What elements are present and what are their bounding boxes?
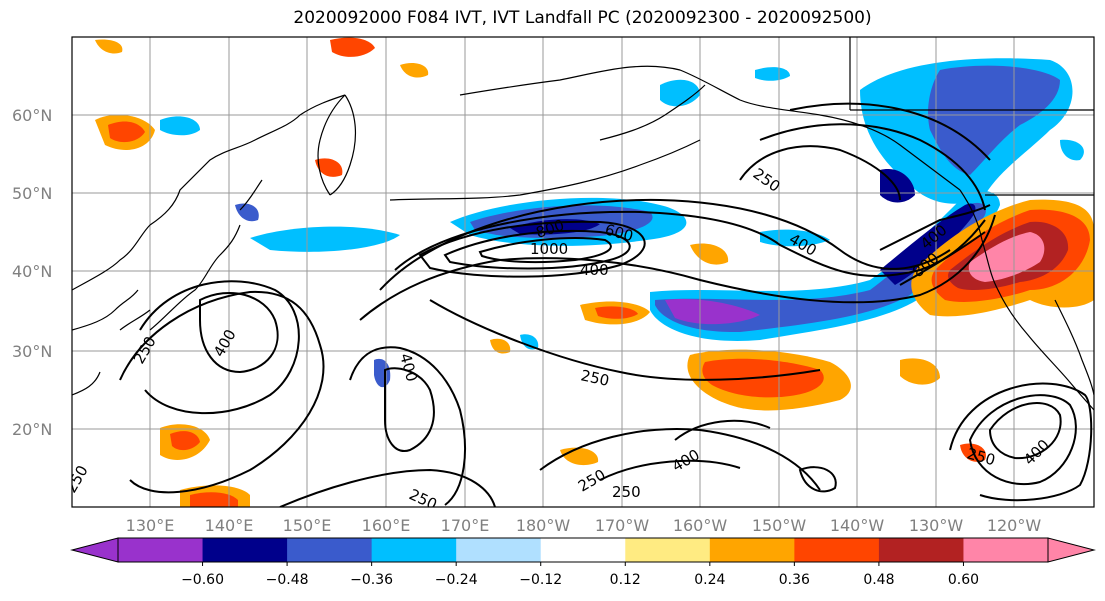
- lon-label: 140°E: [205, 516, 254, 535]
- lon-label: 130°W: [909, 516, 964, 535]
- colorbar-tick-label: −0.12: [519, 572, 562, 588]
- colorbar-segment: [794, 538, 880, 562]
- colorbar-tick-label: −0.36: [350, 572, 393, 588]
- colorbar-tick-label: 0.12: [610, 572, 641, 588]
- colorbar-segment: [287, 538, 373, 562]
- colorbar-segment: [625, 538, 711, 562]
- latitude-labels: 60°N 50°N 40°N 30°N 20°N: [12, 106, 52, 439]
- colorbar-tick-label: 0.48: [863, 572, 894, 588]
- colorbar-tick-label: −0.60: [181, 572, 224, 588]
- lon-label: 160°E: [362, 516, 411, 535]
- lon-label: 180°W: [516, 516, 571, 535]
- colorbar-segment: [878, 538, 964, 562]
- ivt-contours: [119, 102, 1093, 507]
- colorbar-tick-label: 0.36: [779, 572, 810, 588]
- lon-label: 130°E: [126, 516, 175, 535]
- lon-label: 170°W: [595, 516, 650, 535]
- colorbar-segment: [456, 538, 542, 562]
- lon-label: 150°E: [283, 516, 332, 535]
- colorbar: −0.60 −0.48 −0.36 −0.24 −0.12 0.12 0.24 0.36 0.4…: [70, 537, 1096, 588]
- lat-label: 30°N: [12, 342, 52, 361]
- colorbar-segment: [202, 538, 288, 562]
- colorbar-outline: [117, 537, 1049, 563]
- colorbar-segment: [709, 538, 795, 562]
- lat-label: 40°N: [12, 262, 52, 281]
- colorbar-tick-label: 0.24: [694, 572, 725, 588]
- contour-label: 400: [580, 261, 609, 279]
- lat-label: 50°N: [12, 184, 52, 203]
- lon-label: 140°W: [830, 516, 885, 535]
- colorbar-segment: [540, 538, 626, 562]
- lat-label: 20°N: [12, 420, 52, 439]
- map-title: 2020092000 F084 IVT, IVT Landfall PC (20…: [293, 8, 872, 28]
- colorbar-tick-label: 0.60: [948, 572, 979, 588]
- contour-label: 1000: [530, 240, 568, 258]
- colorbar-segment: [371, 538, 457, 562]
- lon-label: 120°W: [987, 516, 1042, 535]
- colorbar-tick-label: −0.24: [435, 572, 478, 588]
- lat-label: 60°N: [12, 106, 52, 125]
- contour-label: 250: [579, 366, 611, 390]
- longitude-labels: 130°E 140°E 150°E 160°E 170°E 180°W 170°…: [126, 516, 1042, 535]
- plot-border: [71, 36, 1095, 508]
- lon-label: 170°E: [441, 516, 490, 535]
- colorbar-arrow-left: [70, 537, 119, 563]
- colorbar-tick-label: −0.48: [266, 572, 309, 588]
- colorbar-segment: [118, 538, 204, 562]
- contour-label: 250: [612, 483, 641, 501]
- lon-label: 150°W: [752, 516, 807, 535]
- colorbar-arrow-right: [1047, 537, 1096, 563]
- lon-label: 160°W: [673, 516, 728, 535]
- colorbar-segment: [963, 538, 1049, 562]
